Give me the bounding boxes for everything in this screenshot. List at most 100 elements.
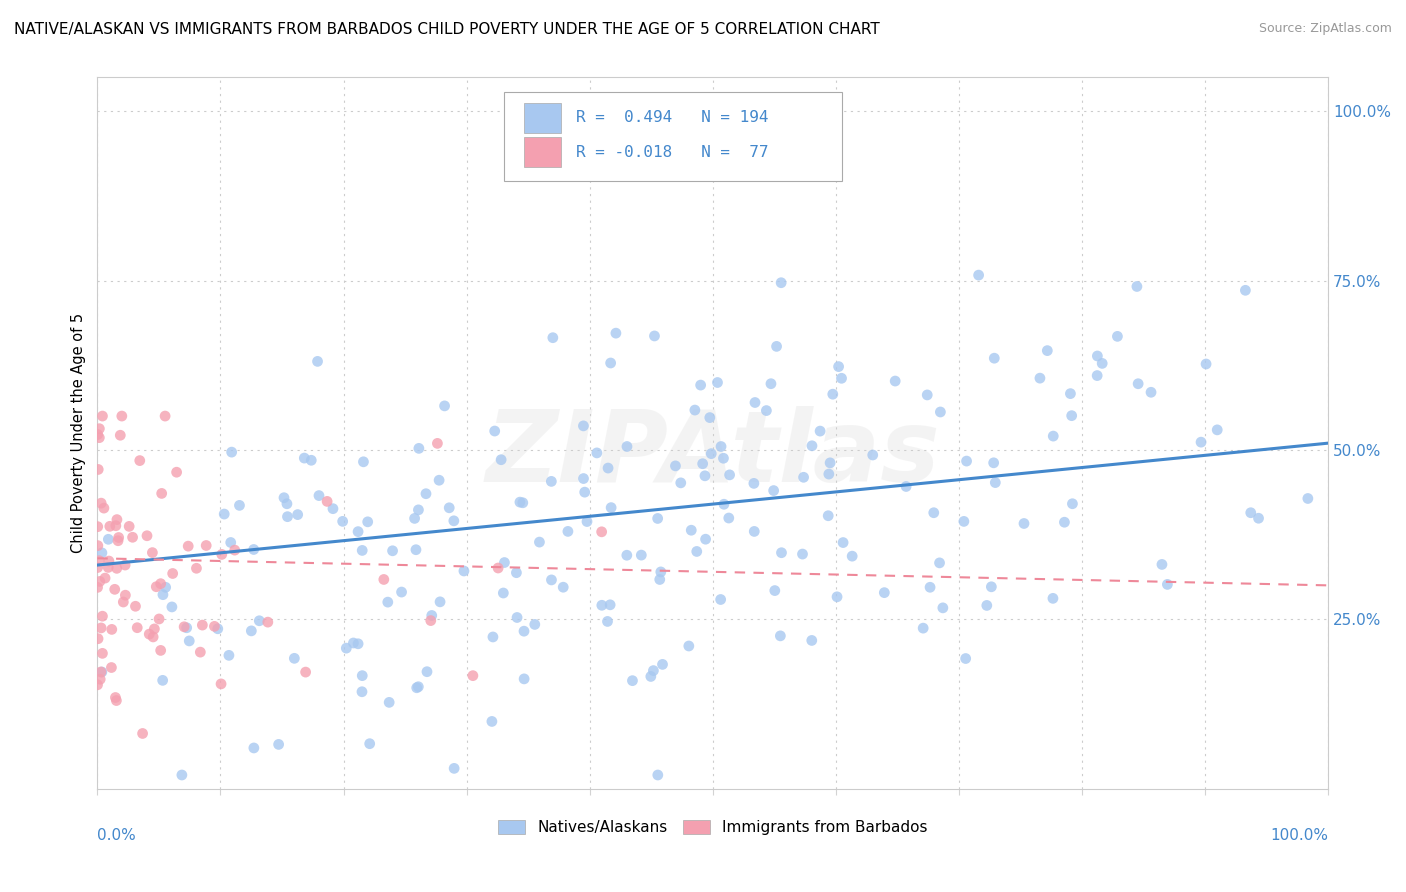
Text: 0.0%: 0.0% <box>97 828 136 843</box>
Point <box>350 685 373 699</box>
Point <box>204 619 226 633</box>
Point <box>710 592 733 607</box>
Point <box>224 543 246 558</box>
Point <box>404 511 426 525</box>
Point <box>461 668 484 682</box>
Point <box>695 532 717 546</box>
Y-axis label: Child Poverty Under the Age of 5: Child Poverty Under the Age of 5 <box>72 313 86 553</box>
Point <box>118 519 141 533</box>
Point <box>426 436 449 450</box>
Point <box>160 599 183 614</box>
Point <box>377 595 399 609</box>
Point <box>322 501 344 516</box>
Point <box>91 409 114 423</box>
Point <box>86 678 108 692</box>
Point <box>145 580 167 594</box>
Point <box>831 371 853 385</box>
Point <box>616 440 638 454</box>
Point <box>121 530 143 544</box>
Point <box>513 672 536 686</box>
Point <box>90 621 112 635</box>
Point <box>427 473 450 487</box>
Point <box>87 539 110 553</box>
Point <box>188 645 211 659</box>
Point <box>596 615 619 629</box>
Point <box>405 681 427 695</box>
Point <box>195 539 218 553</box>
Point <box>420 608 443 623</box>
Point <box>107 533 129 548</box>
Point <box>256 615 278 629</box>
Point <box>332 514 354 528</box>
Point <box>818 456 841 470</box>
Point <box>953 515 976 529</box>
Point <box>90 665 112 679</box>
Point <box>486 561 509 575</box>
Point <box>770 546 793 560</box>
Point <box>98 519 121 533</box>
Point <box>110 428 132 442</box>
Point <box>1126 376 1149 391</box>
Point <box>152 588 174 602</box>
Point <box>415 486 437 500</box>
Point <box>153 409 176 423</box>
Point <box>352 543 374 558</box>
Point <box>1036 343 1059 358</box>
Point <box>647 511 669 525</box>
Point <box>87 462 110 476</box>
Point <box>97 554 120 568</box>
Point <box>681 523 703 537</box>
Point <box>191 618 214 632</box>
Point <box>817 467 839 481</box>
Point <box>1042 591 1064 606</box>
Point <box>616 548 638 562</box>
Point <box>128 453 150 467</box>
Point <box>90 546 112 560</box>
Point <box>1126 279 1149 293</box>
Point <box>918 580 941 594</box>
Point <box>1234 283 1257 297</box>
Point <box>93 501 115 516</box>
Point <box>700 447 723 461</box>
Point <box>599 598 621 612</box>
Point <box>1240 506 1263 520</box>
Point <box>648 573 671 587</box>
Point <box>104 582 127 597</box>
Point <box>1053 515 1076 529</box>
Point <box>405 542 427 557</box>
Point <box>765 339 787 353</box>
Point <box>1042 429 1064 443</box>
Point <box>433 399 456 413</box>
Point <box>955 454 977 468</box>
Point <box>686 544 709 558</box>
Point <box>505 566 527 580</box>
Point <box>699 410 721 425</box>
Point <box>283 651 305 665</box>
Point <box>664 458 686 473</box>
Point <box>929 405 952 419</box>
Point <box>89 422 111 436</box>
Point <box>1060 409 1083 423</box>
Point <box>769 629 792 643</box>
Point <box>976 599 998 613</box>
Text: NATIVE/ALASKAN VS IMMIGRANTS FROM BARBADOS CHILD POVERTY UNDER THE AGE OF 5 CORR: NATIVE/ALASKAN VS IMMIGRANTS FROM BARBAD… <box>14 22 880 37</box>
Point <box>347 524 370 539</box>
Point <box>967 268 990 282</box>
Point <box>381 543 404 558</box>
Point <box>717 511 740 525</box>
Point <box>212 507 235 521</box>
Point <box>1059 386 1081 401</box>
Point <box>647 768 669 782</box>
Point <box>693 468 716 483</box>
Point <box>713 497 735 511</box>
Point <box>276 509 298 524</box>
Point <box>294 665 316 679</box>
Point <box>572 418 595 433</box>
Point <box>742 476 765 491</box>
Point <box>541 331 564 345</box>
Point <box>90 665 112 679</box>
Point <box>513 624 536 639</box>
Point <box>136 529 159 543</box>
Point <box>821 387 844 401</box>
Point <box>114 588 136 602</box>
